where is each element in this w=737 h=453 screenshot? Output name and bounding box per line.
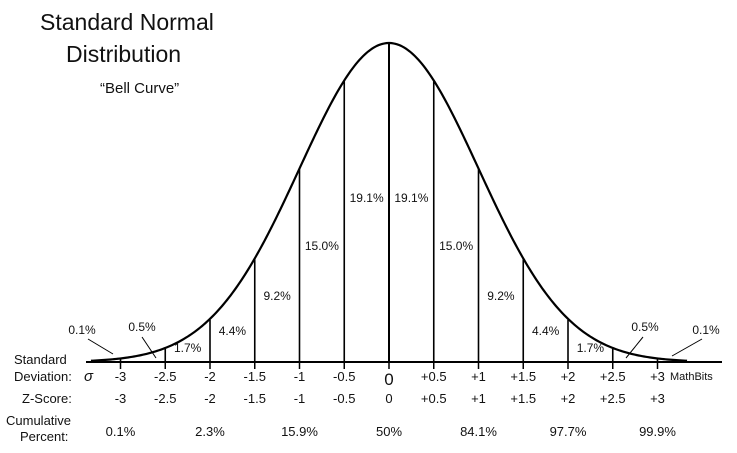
sd-tick-label: +1.5 [510, 369, 536, 384]
sd-tick-label: +2.5 [600, 369, 626, 384]
title-line-1: Standard Normal [40, 9, 214, 35]
row-label-percent: Percent: [20, 429, 68, 444]
region-label: 15.0% [305, 239, 339, 253]
region-label: 15.0% [439, 239, 473, 253]
leader-line [625, 336, 644, 359]
sd-tick-label: +2 [561, 369, 576, 384]
bell-curve [90, 41, 688, 362]
cumulative-label: 2.3% [195, 424, 225, 439]
cumulative-label: 15.9% [281, 424, 318, 439]
plot-area: 1.7% 4.4% 9.2% 15.0% 19.1% 19.1% 15.0% 9.2% 4.4%… [68, 41, 722, 439]
sd-tick-label: -2.5 [154, 369, 176, 384]
sd-tick-label: -1 [294, 369, 306, 384]
z-score-label: -0.5 [333, 391, 355, 406]
sd-tick-label: +1 [471, 369, 486, 384]
cumulative-label: 99.9% [639, 424, 676, 439]
row-label-cumulative: Cumulative [6, 413, 71, 428]
region-label: 0.5% [631, 320, 659, 334]
z-score-label: +2 [561, 391, 576, 406]
z-score-label: -1.5 [244, 391, 266, 406]
cumulative-label: 84.1% [460, 424, 497, 439]
region-label: 1.7% [577, 341, 605, 355]
z-score-label: +1 [471, 391, 486, 406]
region-label: 1.7% [174, 341, 202, 355]
z-score-label: 0 [385, 391, 392, 406]
subtitle: “Bell Curve” [100, 80, 179, 97]
tail-label: 0.1% [68, 323, 96, 337]
watermark-mathbits: MathBits [670, 371, 713, 383]
sigma-symbol: σ [84, 368, 94, 385]
leader-line [671, 338, 703, 357]
cumulative-label: 97.7% [550, 424, 587, 439]
region-label: 9.2% [487, 289, 515, 303]
region-label: 4.4% [532, 324, 560, 338]
z-score-label: -1 [294, 391, 306, 406]
cumulative-label: 0.1% [106, 424, 136, 439]
z-score-label: +2.5 [600, 391, 626, 406]
z-score-label: +1.5 [510, 391, 536, 406]
sd-tick-label: -0.5 [333, 369, 355, 384]
sd-tick-label: -1.5 [244, 369, 266, 384]
leader-line [141, 336, 157, 359]
sd-tick-label: +0.5 [421, 369, 447, 384]
z-score-label: -3 [115, 391, 127, 406]
z-score-label: +3 [650, 391, 665, 406]
z-score-label: -2.5 [154, 391, 176, 406]
region-label: 0.5% [128, 320, 156, 334]
region-label: 9.2% [263, 289, 291, 303]
row-label-deviation: Deviation: [14, 369, 72, 384]
sd-tick-label: -3 [115, 369, 127, 384]
sd-tick-label: -2 [204, 369, 216, 384]
region-label: 19.1% [394, 191, 428, 205]
region-label: 4.4% [219, 324, 247, 338]
z-score-label: -2 [204, 391, 216, 406]
tail-label: 0.1% [692, 323, 720, 337]
z-score-label: +0.5 [421, 391, 447, 406]
title-line-2: Distribution [66, 41, 181, 67]
sd-tick-label: 0 [384, 370, 393, 389]
region-label: 19.1% [350, 191, 384, 205]
row-label-standard: Standard [14, 352, 67, 367]
sd-tick-label: +3 [650, 369, 665, 384]
row-label-z-score: Z-Score: [22, 391, 72, 406]
leader-line [87, 338, 114, 355]
cumulative-label: 50% [376, 424, 402, 439]
